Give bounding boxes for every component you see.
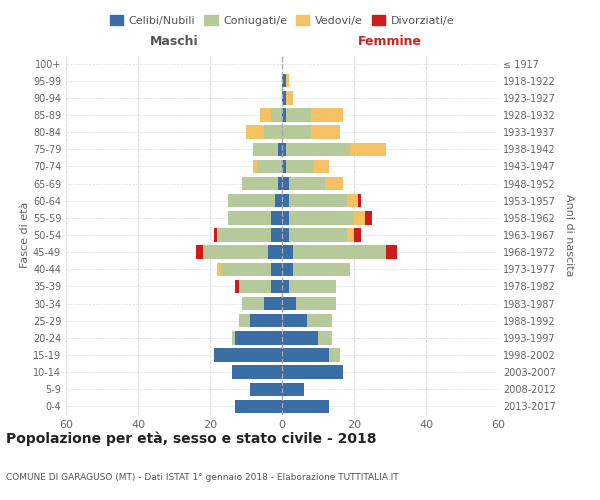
Bar	[311, 108, 343, 122]
Bar	[286, 108, 311, 122]
Bar	[253, 142, 278, 156]
Bar	[307, 314, 332, 328]
Bar	[289, 280, 336, 293]
Bar	[196, 246, 203, 259]
Bar	[264, 297, 282, 310]
Bar	[289, 177, 325, 190]
Text: COMUNE DI GARAGUSO (MT) - Dati ISTAT 1° gennaio 2018 - Elaborazione TUTTITALIA.I: COMUNE DI GARAGUSO (MT) - Dati ISTAT 1° …	[6, 473, 398, 482]
Bar	[311, 126, 340, 139]
Bar	[253, 160, 257, 173]
Bar	[282, 194, 289, 207]
Bar	[239, 314, 250, 328]
Bar	[228, 211, 271, 224]
Bar	[217, 262, 221, 276]
Bar	[271, 211, 282, 224]
Y-axis label: Anni di nascita: Anni di nascita	[564, 194, 574, 276]
Bar	[271, 228, 282, 241]
Bar	[286, 160, 314, 173]
Bar	[235, 331, 282, 344]
Bar	[271, 262, 282, 276]
Text: Femmine: Femmine	[358, 35, 422, 48]
Bar	[271, 108, 282, 122]
Bar	[286, 74, 289, 88]
Bar	[282, 280, 289, 293]
Bar	[282, 177, 289, 190]
Bar	[257, 160, 282, 173]
Bar	[282, 348, 329, 362]
Bar	[221, 262, 271, 276]
Bar	[242, 297, 264, 310]
Bar	[217, 228, 271, 241]
Bar	[282, 331, 318, 344]
Bar	[289, 211, 354, 224]
Bar	[365, 211, 372, 224]
Bar	[314, 160, 329, 173]
Bar	[264, 126, 282, 139]
Bar	[282, 314, 307, 328]
Bar	[296, 297, 336, 310]
Bar	[286, 91, 293, 104]
Bar	[289, 228, 347, 241]
Bar	[246, 126, 264, 139]
Bar	[282, 382, 304, 396]
Bar	[203, 246, 268, 259]
Text: Maschi: Maschi	[149, 35, 199, 48]
Bar	[250, 382, 282, 396]
Bar	[354, 228, 361, 241]
Bar	[268, 246, 282, 259]
Bar	[271, 280, 282, 293]
Bar	[250, 314, 282, 328]
Bar	[318, 331, 332, 344]
Bar	[325, 177, 343, 190]
Bar	[282, 246, 293, 259]
Bar	[354, 211, 365, 224]
Bar	[282, 160, 286, 173]
Bar	[347, 194, 358, 207]
Bar	[278, 177, 282, 190]
Bar	[282, 228, 289, 241]
Bar	[386, 246, 397, 259]
Bar	[286, 142, 350, 156]
Bar	[235, 400, 282, 413]
Bar	[282, 262, 293, 276]
Bar	[214, 348, 282, 362]
Bar	[214, 228, 217, 241]
Bar	[232, 366, 282, 379]
Legend: Celibi/Nubili, Coniugati/e, Vedovi/e, Divorziati/e: Celibi/Nubili, Coniugati/e, Vedovi/e, Di…	[106, 10, 458, 30]
Bar	[239, 280, 271, 293]
Bar	[275, 194, 282, 207]
Bar	[278, 142, 282, 156]
Bar	[289, 194, 347, 207]
Y-axis label: Fasce di età: Fasce di età	[20, 202, 30, 268]
Bar	[282, 108, 286, 122]
Bar	[235, 280, 239, 293]
Bar	[293, 262, 350, 276]
Bar	[232, 331, 235, 344]
Text: Popolazione per età, sesso e stato civile - 2018: Popolazione per età, sesso e stato civil…	[6, 431, 377, 446]
Bar	[282, 400, 329, 413]
Bar	[282, 297, 296, 310]
Bar	[242, 177, 278, 190]
Bar	[347, 228, 354, 241]
Bar	[282, 366, 343, 379]
Bar	[282, 74, 286, 88]
Bar	[358, 194, 361, 207]
Bar	[282, 142, 286, 156]
Bar	[228, 194, 275, 207]
Bar	[282, 126, 311, 139]
Bar	[350, 142, 386, 156]
Bar	[329, 348, 340, 362]
Bar	[260, 108, 271, 122]
Bar	[293, 246, 386, 259]
Bar	[282, 91, 286, 104]
Bar	[282, 211, 289, 224]
